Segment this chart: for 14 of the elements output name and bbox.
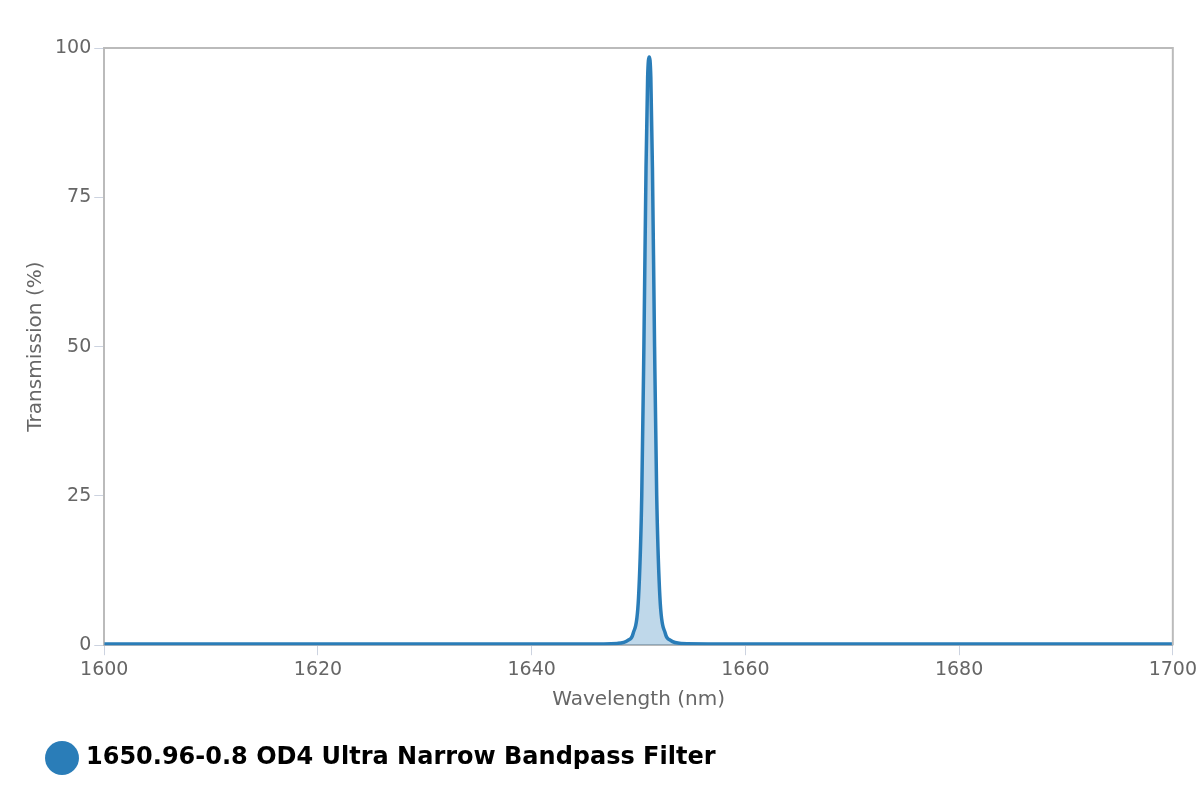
- x-tick-label: 1680: [934, 656, 984, 679]
- y-tick-label: 50: [67, 333, 92, 356]
- x-tick-label: 1640: [507, 656, 556, 679]
- x-axis-title: Wavelength (nm): [552, 686, 725, 711]
- y-tick-label: 0: [79, 632, 92, 655]
- y-axis-title: Transmission (%): [22, 261, 47, 433]
- x-tick-label: 1660: [721, 656, 770, 679]
- x-tick-label: 1600: [80, 656, 129, 679]
- y-tick-label: 75: [67, 184, 92, 207]
- x-tick-label: 1620: [293, 656, 343, 679]
- x-tick-label: 1700: [1148, 656, 1197, 679]
- y-tick-label: 100: [55, 34, 92, 57]
- legend-label: 1650.96-0.8 OD4 Ultra Narrow Bandpass Filter: [86, 742, 716, 771]
- y-tick-label: 25: [67, 482, 92, 505]
